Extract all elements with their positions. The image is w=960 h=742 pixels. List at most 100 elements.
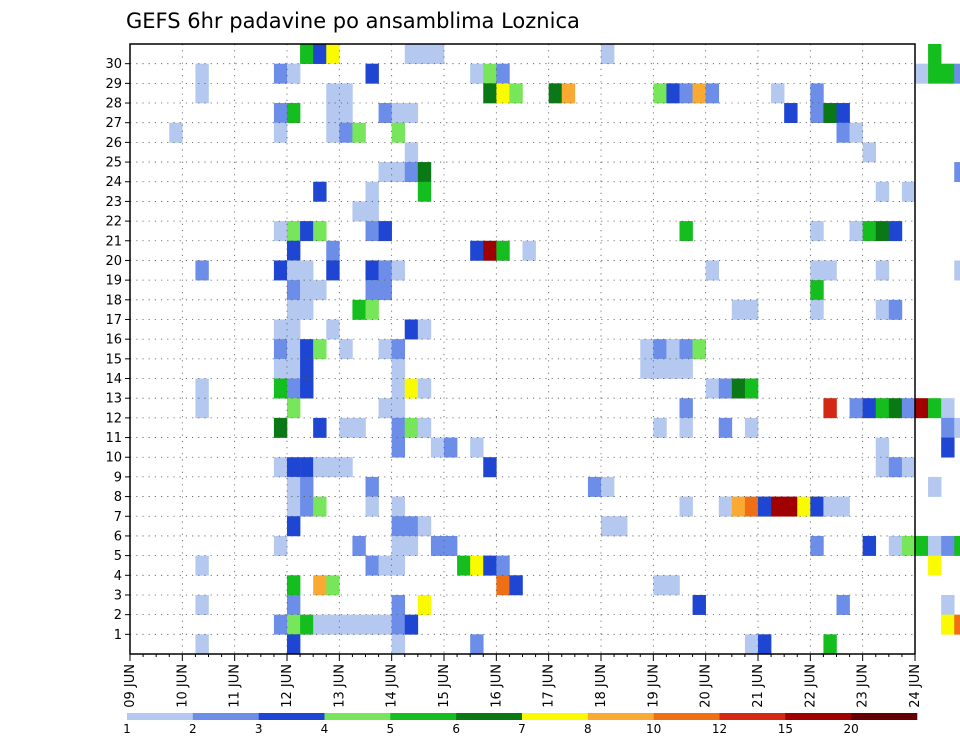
heatmap-cell [470, 437, 484, 458]
x-tick-label: 15 JUN [437, 664, 452, 708]
heatmap-cell [653, 339, 667, 360]
heatmap-cell [391, 339, 406, 360]
heatmap-cell [404, 516, 419, 537]
heatmap-cell [300, 614, 314, 635]
heatmap-cell [875, 437, 890, 458]
heatmap-cell [875, 398, 890, 419]
legend-label: 6 [452, 722, 460, 736]
heatmap-cell [744, 634, 759, 655]
y-tick-label: 14 [105, 372, 122, 387]
heatmap-cell [901, 181, 916, 202]
heatmap-cell [731, 378, 746, 399]
heatmap-cell [404, 44, 419, 64]
heatmap-cell [744, 496, 759, 517]
heatmap-cell [326, 240, 340, 261]
heatmap-cell [705, 378, 720, 399]
heatmap-cell [548, 83, 563, 104]
x-tick-label: 23 JUN [856, 664, 871, 708]
heatmap-cell [391, 437, 406, 458]
legend-label: 20 [844, 722, 859, 736]
heatmap-cell [679, 83, 693, 104]
heatmap-cell [300, 339, 314, 360]
heatmap-cell [744, 378, 759, 399]
x-tick-label: 11 JUN [228, 664, 243, 708]
heatmap-cell [300, 476, 314, 497]
heatmap-cell [195, 260, 209, 281]
heatmap-cell [287, 260, 301, 281]
heatmap-cell [313, 339, 327, 360]
heatmap-cell [941, 417, 955, 438]
heatmap-cell [195, 63, 209, 84]
heatmap-cell [378, 103, 392, 124]
heatmap-cell [457, 555, 471, 576]
heatmap-cell [470, 634, 484, 655]
heatmap-cell [195, 398, 209, 419]
heatmap-cell [692, 339, 706, 360]
heatmap-cell [352, 201, 366, 222]
y-tick-label: 15 [105, 352, 122, 367]
heatmap-cell [365, 260, 379, 281]
heatmap-cell [744, 299, 759, 320]
x-tick-label: 24 JUN [908, 664, 923, 708]
heatmap-cell [273, 535, 288, 556]
heatmap-cell [339, 614, 353, 635]
heatmap-cell [287, 614, 301, 635]
legend-label: 4 [321, 722, 329, 736]
heatmap-cell [430, 44, 445, 64]
heatmap-cell [273, 221, 288, 242]
heatmap-cell [470, 63, 484, 84]
heatmap-cell [928, 555, 942, 576]
heatmap-cell [287, 496, 301, 517]
heatmap-cell [718, 417, 733, 438]
heatmap-cell [496, 575, 510, 596]
heatmap-cell [823, 634, 837, 655]
heatmap-cell [823, 398, 837, 419]
legend-swatch [719, 713, 786, 720]
heatmap-cell [483, 555, 497, 576]
y-tick-label: 24 [105, 175, 122, 190]
heatmap-cell [287, 280, 301, 301]
heatmap-cell [731, 299, 746, 320]
heatmap-cell [391, 398, 406, 419]
heatmap-cell [941, 63, 955, 84]
heatmap-cell [391, 122, 406, 143]
legend-swatch [324, 713, 391, 720]
heatmap-cell [365, 201, 379, 222]
heatmap-cell [470, 240, 484, 261]
heatmap-cell [888, 398, 903, 419]
x-tick-label: 22 JUN [803, 664, 818, 708]
heatmap-cell [692, 83, 706, 104]
y-tick-label: 25 [105, 156, 122, 171]
gridlines [130, 44, 915, 654]
heatmap-cell [404, 378, 419, 399]
heatmap-cell [888, 299, 903, 320]
heatmap-cell [901, 398, 916, 419]
heatmap-cell [326, 614, 340, 635]
heatmap-cell [313, 575, 327, 596]
heatmap-cell [273, 260, 288, 281]
y-tick-label: 16 [105, 333, 122, 348]
heatmap-cell [287, 457, 301, 478]
heatmap-cell [509, 575, 523, 596]
heatmap-cell [705, 260, 720, 281]
heatmap-cell [640, 339, 654, 360]
x-tick-label: 09 JUN [123, 664, 138, 708]
heatmap-cell [928, 535, 942, 556]
heatmap-cell [365, 63, 379, 84]
heatmap-cell [287, 103, 301, 124]
heatmap-cell [273, 339, 288, 360]
legend-label: 8 [584, 722, 592, 736]
heatmap-cell [273, 319, 288, 340]
x-tick-label: 17 JUN [542, 664, 557, 708]
heatmap-cell [888, 457, 903, 478]
heatmap-cell [287, 319, 301, 340]
heatmap-cell [758, 496, 772, 517]
heatmap-cell [326, 103, 340, 124]
heatmap-cell [823, 260, 837, 281]
heatmap-cell [810, 535, 824, 556]
heatmap-cell [522, 240, 536, 261]
heatmap-cell [875, 299, 890, 320]
y-tick-label: 2 [114, 608, 122, 623]
heatmap-cell [313, 457, 327, 478]
heatmap-cell [954, 535, 960, 556]
